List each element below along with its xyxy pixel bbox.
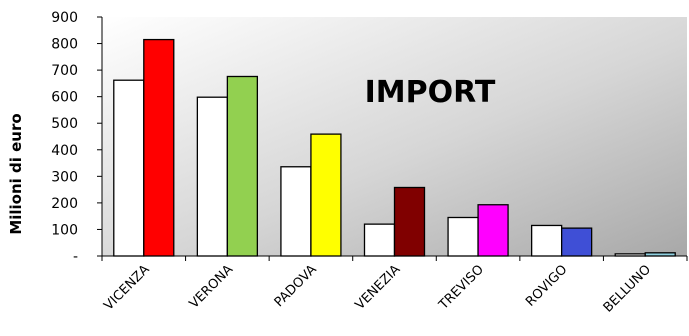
x-tick-label-rovigo: ROVIGO: [523, 262, 570, 309]
y-tick-label-100: 100: [51, 222, 78, 238]
bar-treviso-series-1: [447, 216, 479, 257]
bar-vicenza-series-1: [113, 79, 145, 257]
bar-padova-series-1: [280, 166, 312, 257]
bar-rovigo-series-2: [560, 227, 593, 257]
y-tick-label-500: 500: [51, 116, 78, 132]
bar-padova-series-2: [310, 133, 342, 257]
y-tick-label-400: 400: [51, 143, 78, 159]
y-tick-label-900: 900: [51, 10, 78, 26]
x-tick-label-vicenza: VICENZA: [101, 262, 152, 313]
x-tick-label-venezia: VENEZIA: [353, 262, 404, 313]
bar-venezia-series-1: [363, 223, 396, 257]
y-axis-label: Milioni di euro: [7, 113, 25, 234]
y-tick-label-600: 600: [51, 90, 78, 106]
y-ticks-group: - 100 200 300 400 500 600 700 800 900: [51, 10, 102, 265]
chart-title: IMPORT: [365, 75, 496, 110]
bar-venezia-series-2: [393, 186, 426, 257]
bar-treviso-series-2: [477, 204, 509, 257]
y-tick-label-300: 300: [51, 169, 78, 185]
y-tick-label-200: 200: [51, 196, 78, 212]
y-tick-label-0: -: [73, 249, 78, 265]
x-tick-label-verona: VERONA: [187, 262, 237, 312]
y-tick-label-700: 700: [51, 63, 78, 79]
bar-verona-series-2: [226, 75, 259, 257]
bar-rovigo-series-1: [530, 224, 563, 257]
x-ticks-group: VICENZA VERONA PADOVA VENEZIA TREVISO ROVIGO B…: [101, 256, 688, 316]
bars-group: [113, 38, 676, 257]
x-tick-label-treviso: TREVISO: [436, 262, 487, 313]
y-tick-label-800: 800: [51, 37, 78, 53]
x-tick-label-padova: PADOVA: [272, 262, 320, 310]
bar-verona-series-1: [196, 96, 229, 257]
bar-vicenza-series-2: [143, 38, 175, 257]
x-tick-label-belluno: BELLUNO: [601, 262, 654, 315]
